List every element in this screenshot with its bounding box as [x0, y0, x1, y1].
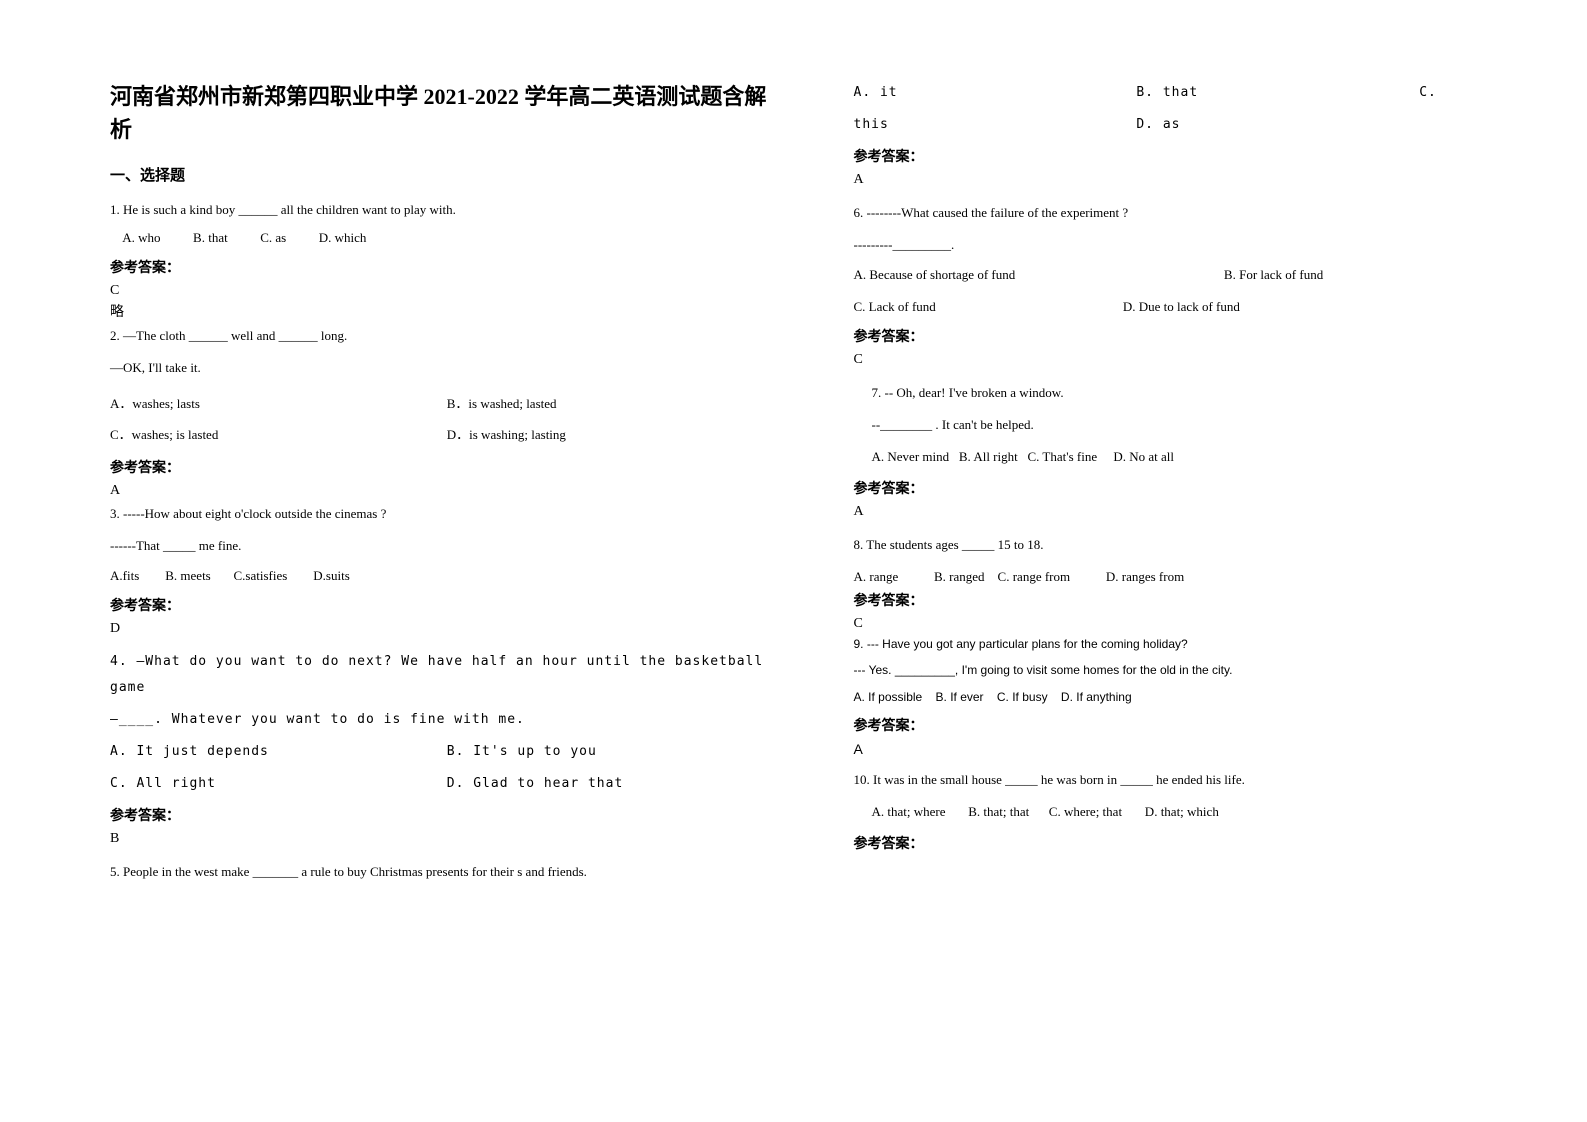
q4-opt-c: C. All right: [110, 771, 447, 797]
q2-opt-c: C．washes; is lasted: [110, 424, 447, 443]
q9-opts: A. If possible B. If ever C. If busy D. …: [854, 687, 1528, 707]
q4-l1: 4. —What do you want to do next? We have…: [110, 649, 784, 701]
q2-stem: 2. —The cloth ______ well and ______ lon…: [110, 323, 784, 349]
q4-answer: B: [110, 831, 784, 847]
q6-stem: 6. --------What caused the failure of th…: [854, 200, 1528, 226]
q7-stem: 7. -- Oh, dear! I've broken a window.: [854, 380, 1528, 406]
q8-answer: C: [854, 616, 1528, 632]
q6-opt-b: B. For lack of fund: [1224, 262, 1323, 288]
q1-stem: 1. He is such a kind boy ______ all the …: [110, 199, 784, 221]
answer-label: 参考答案：: [110, 257, 784, 277]
q4-opt-d: D. Glad to hear that: [447, 771, 784, 797]
answer-label: 参考答案：: [110, 457, 784, 477]
answer-label: 参考答案：: [854, 833, 1528, 853]
q6-opt-a: A. Because of shortage of fund: [854, 262, 1224, 288]
q10-stem: 10. It was in the small house _____ he w…: [854, 767, 1528, 793]
q5-opt-d: D. as: [1136, 112, 1180, 138]
q5-stem: 5. People in the west make _______ a rul…: [110, 859, 784, 885]
q1-opts: A. who B. that C. as D. which: [110, 227, 784, 249]
q6-opts-r2: C. Lack of fund D. Due to lack of fund: [854, 294, 1528, 320]
q6-opt-c: C. Lack of fund: [854, 294, 1123, 320]
q2-line2: —OK, I'll take it.: [110, 355, 784, 381]
answer-label: 参考答案：: [854, 146, 1528, 166]
q7-line2: --________ . It can't be helped.: [854, 412, 1528, 438]
q5-opt-b: B. that: [1136, 80, 1419, 106]
q9-answer: A: [854, 741, 1528, 757]
q5-opts-row2: this D. as: [854, 112, 1528, 138]
q8-opts: A. range B. ranged C. range from D. rang…: [854, 564, 1528, 590]
q9-stem: 9. --- Have you got any particular plans…: [854, 634, 1528, 654]
q3-opts: A.fits B. meets C.satisfies D.suits: [110, 563, 784, 589]
q4-opts-r1: A. It just depends B. It's up to you: [110, 739, 784, 765]
q1-lue: 略: [110, 301, 784, 321]
q6-opts-r1: A. Because of shortage of fund B. For la…: [854, 262, 1528, 288]
q4-opts-r2: C. All right D. Glad to hear that: [110, 771, 784, 797]
right-column: A. it B. that C. this D. as 参考答案： A 6. -…: [854, 80, 1528, 1082]
q5-opt-a: A. it: [854, 80, 1137, 106]
q4-opt-b: B. It's up to you: [447, 739, 784, 765]
q2-opt-d: D．is washing; lasting: [447, 424, 784, 443]
q5-opt-cx: this: [854, 112, 1137, 138]
q3-answer: D: [110, 621, 784, 637]
q1-answer: C: [110, 283, 784, 299]
q2-opts-row2: C．washes; is lasted D．is washing; lastin…: [110, 424, 784, 443]
answer-label: 参考答案：: [854, 715, 1528, 735]
q7-opts: A. Never mind B. All right C. That's fin…: [854, 444, 1528, 470]
q5-answer: A: [854, 172, 1528, 188]
q10-opts: A. that; where B. that; that C. where; t…: [854, 799, 1528, 825]
q2-opts-row1: A．washes; lasts B．is washed; lasted: [110, 393, 784, 412]
answer-label: 参考答案：: [110, 595, 784, 615]
q7-answer: A: [854, 504, 1528, 520]
q5-opt-c: C.: [1419, 80, 1437, 106]
answer-label: 参考答案：: [854, 326, 1528, 346]
answer-label: 参考答案：: [854, 590, 1528, 610]
q4-l2: —____. Whatever you want to do is fine w…: [110, 707, 784, 733]
section-heading: 一、选择题: [110, 164, 784, 185]
q2-opt-b: B．is washed; lasted: [447, 393, 784, 412]
q6-opt-d: D. Due to lack of fund: [1123, 294, 1240, 320]
q3-stem: 3. -----How about eight o'clock outside …: [110, 501, 784, 527]
answer-label: 参考答案：: [110, 805, 784, 825]
q6-answer: C: [854, 352, 1528, 368]
q8-stem: 8. The students ages _____ 15 to 18.: [854, 532, 1528, 558]
left-column: 河南省郑州市新郑第四职业中学 2021-2022 学年高二英语测试题含解析 一、…: [110, 80, 784, 1082]
q5-opts-row1: A. it B. that C.: [854, 80, 1528, 106]
answer-label: 参考答案：: [854, 478, 1528, 498]
page-title: 河南省郑州市新郑第四职业中学 2021-2022 学年高二英语测试题含解析: [110, 80, 784, 146]
q4-opt-a: A. It just depends: [110, 739, 447, 765]
q9-line2: --- Yes. _________, I'm going to visit s…: [854, 660, 1528, 680]
q6-line2: ---------_________.: [854, 232, 1528, 258]
q2-opt-a: A．washes; lasts: [110, 393, 447, 412]
q3-line2: ------That _____ me fine.: [110, 533, 784, 559]
q2-answer: A: [110, 483, 784, 499]
